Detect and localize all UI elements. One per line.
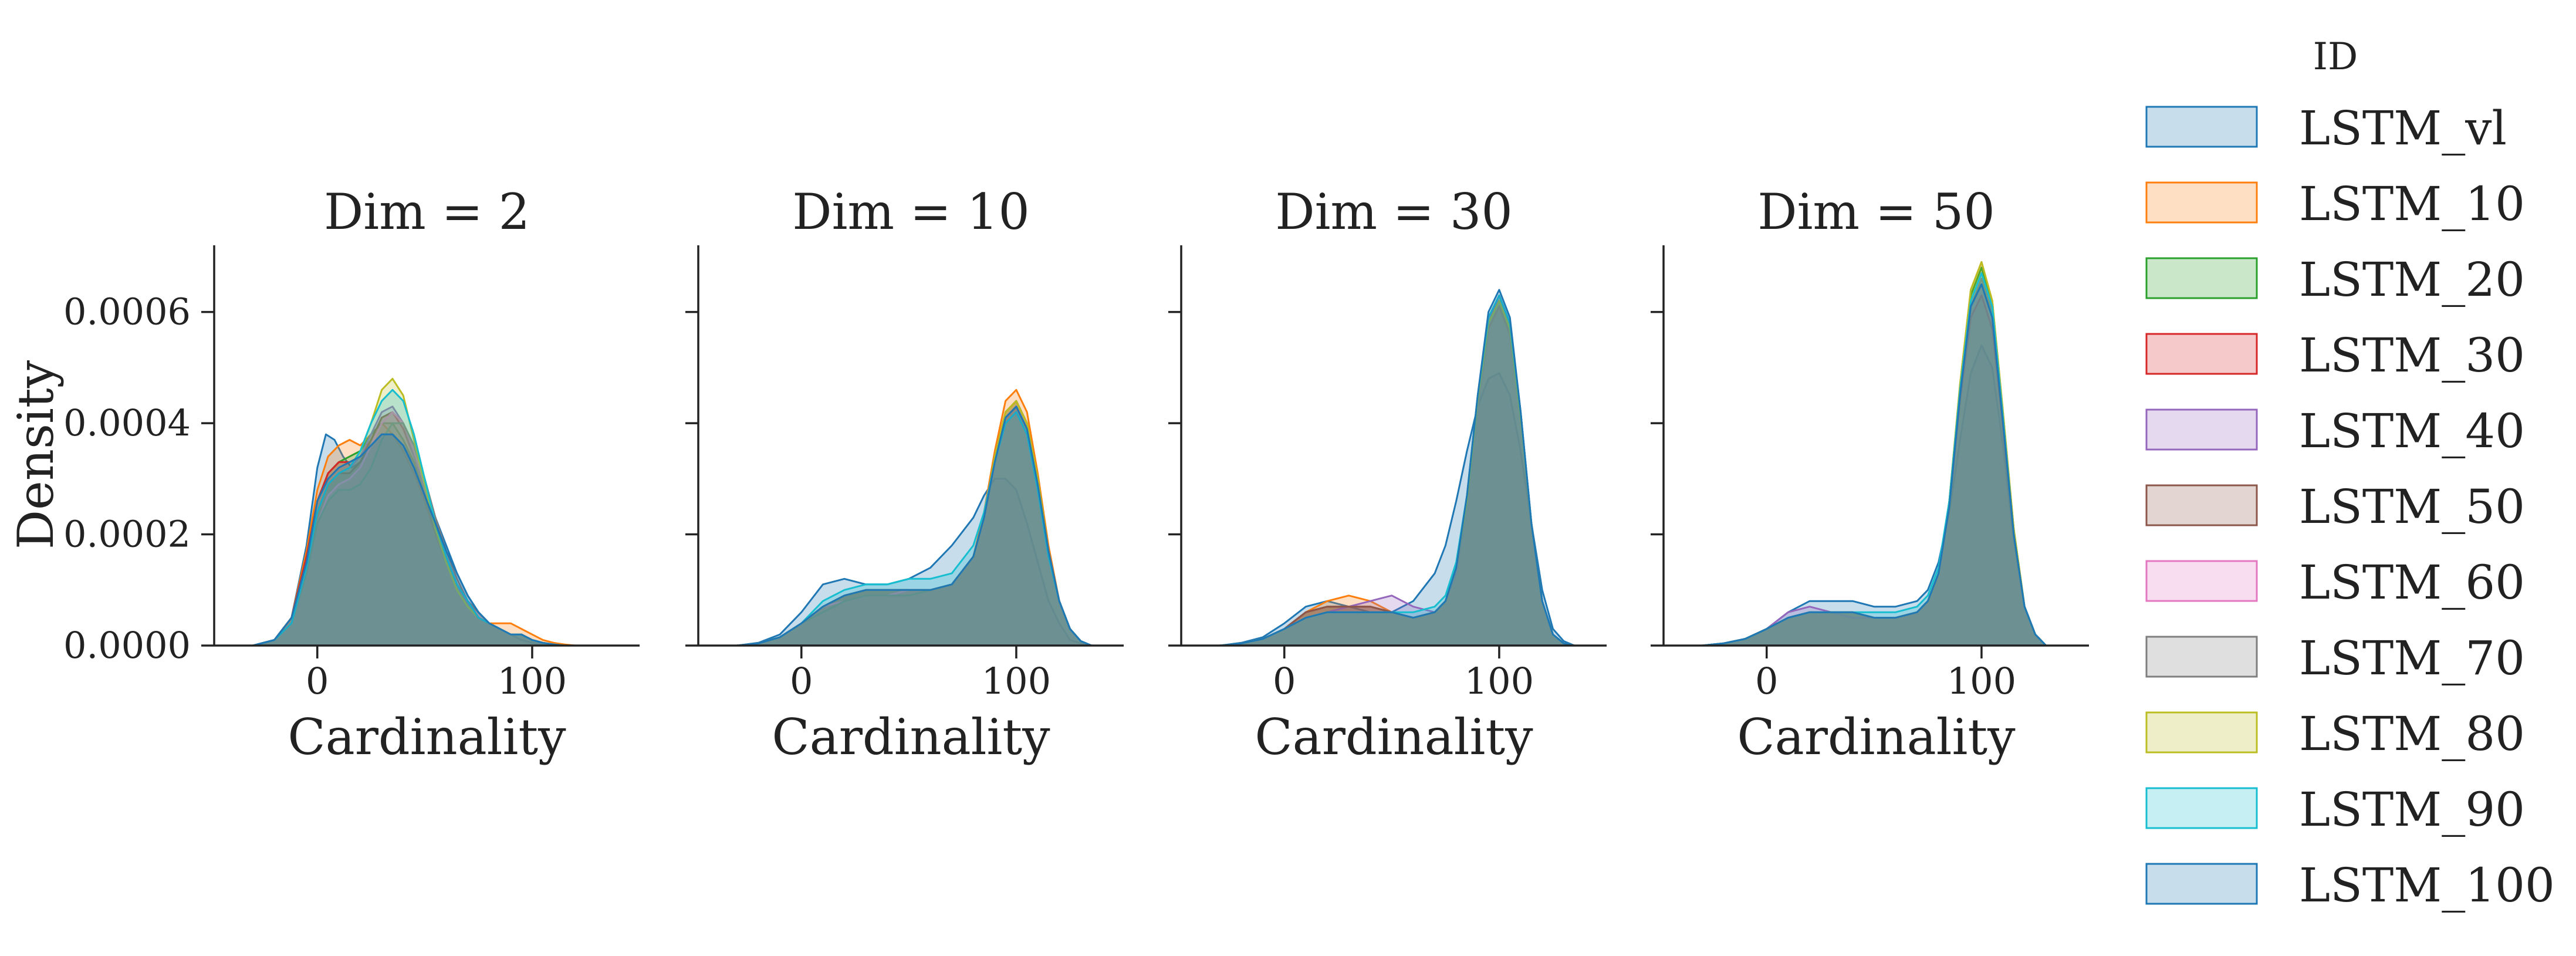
density-areas — [252, 377, 576, 647]
legend-label: LSTM_90 — [2299, 782, 2525, 837]
legend-label: LSTM_30 — [2299, 328, 2525, 383]
legend-label: LSTM_70 — [2299, 631, 2525, 685]
legend-swatch — [2145, 863, 2258, 905]
legend-swatch — [2145, 106, 2258, 148]
legend-swatch — [2145, 333, 2258, 375]
x-tick-label: 0 — [1755, 660, 1778, 702]
panel-title: Dim = 50 — [1757, 183, 1995, 241]
legend-item: LSTM_60 — [2145, 555, 2525, 610]
legend-item: LSTM_30 — [2145, 328, 2525, 383]
x-axis-label: Cardinality — [288, 708, 566, 766]
legend-item: LSTM_100 — [2145, 858, 2555, 913]
density-areas — [1219, 289, 1576, 647]
panel-title: Dim = 2 — [324, 183, 530, 241]
legend-title: ID — [2313, 35, 2358, 79]
legend-item: LSTM_10 — [2145, 177, 2525, 231]
legend-item: LSTM_50 — [2145, 479, 2525, 534]
x-axis-label: Cardinality — [772, 708, 1050, 766]
legend-swatch — [2145, 408, 2258, 451]
legend-item: LSTM_vl — [2145, 101, 2507, 156]
y-tick-label: 0.0006 — [63, 290, 191, 333]
legend-item: LSTM_80 — [2145, 707, 2525, 761]
legend-swatch — [2145, 257, 2258, 299]
y-axis-label: Density — [7, 360, 65, 549]
legend-item: LSTM_20 — [2145, 252, 2525, 307]
legend-swatch — [2145, 787, 2258, 829]
legend-item: LSTM_90 — [2145, 782, 2525, 837]
x-tick-label: 100 — [1947, 660, 2016, 702]
panel-title: Dim = 10 — [792, 183, 1030, 241]
x-tick-label: 100 — [982, 660, 1051, 702]
panel-title: Dim = 30 — [1275, 183, 1513, 241]
density-area-lstm-100 — [736, 406, 1093, 647]
facet-panels: Dim = 2 0.0000 0.0002 0.0004 0.0006 0 100 Cardi… — [63, 183, 2089, 766]
panel-3: Dim = 30 0 100 Cardinality — [1168, 183, 1607, 766]
x-tick-label: 0 — [1273, 660, 1296, 702]
legend-swatch — [2145, 181, 2258, 224]
y-tick-label: 0.0004 — [63, 401, 191, 444]
x-axis-label: Cardinality — [1255, 708, 1533, 766]
density-area-lstm-100 — [1219, 289, 1576, 647]
x-axis-label: Cardinality — [1737, 708, 2016, 766]
density-areas — [1701, 261, 2047, 647]
legend-swatch — [2145, 484, 2258, 526]
panel-1: Dim = 2 0.0000 0.0002 0.0004 0.0006 0 100 Cardi… — [63, 183, 640, 766]
y-tick-label: 0.0000 — [63, 624, 191, 667]
x-tick-label: 100 — [498, 660, 567, 702]
legend-label: LSTM_20 — [2299, 252, 2525, 307]
panel-4: Dim = 50 0 100 Cardinality — [1651, 183, 2089, 766]
legend-label: LSTM_50 — [2299, 479, 2525, 534]
legend-item: LSTM_70 — [2145, 631, 2525, 685]
legend-label: LSTM_60 — [2299, 555, 2525, 610]
legend-label: LSTM_100 — [2299, 858, 2555, 913]
density-areas — [736, 389, 1093, 647]
legend-swatch — [2145, 560, 2258, 602]
legend-label: LSTM_10 — [2299, 177, 2525, 231]
legend-swatch — [2145, 636, 2258, 678]
y-tick-label: 0.0002 — [63, 513, 191, 556]
legend-item: LSTM_40 — [2145, 404, 2525, 458]
density-area-lstm-vl — [736, 478, 1093, 647]
x-tick-label: 0 — [790, 660, 813, 702]
density-area-lstm-100 — [1701, 283, 2047, 647]
density-area-lstm-vl — [1219, 372, 1576, 647]
legend-label: LSTM_vl — [2299, 101, 2507, 156]
x-tick-label: 0 — [306, 660, 329, 702]
legend-label: LSTM_40 — [2299, 404, 2525, 458]
legend: ID LSTM_vl LSTM_10 LSTM_20 LSTM_30 LSTM_40 LS… — [2145, 35, 2555, 913]
legend-label: LSTM_80 — [2299, 707, 2525, 761]
legend-swatch — [2145, 711, 2258, 754]
x-tick-label: 100 — [1465, 660, 1534, 702]
panel-2: Dim = 10 0 100 Cardinality — [685, 183, 1124, 766]
density-area-lstm-100 — [252, 433, 566, 647]
